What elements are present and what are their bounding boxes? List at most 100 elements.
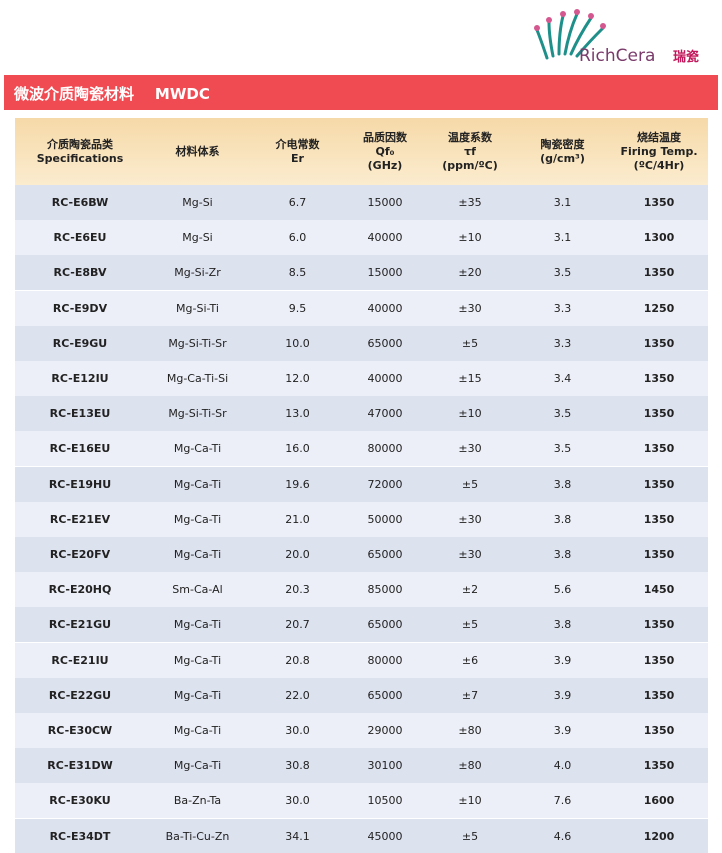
table-cell: 1450	[643, 583, 675, 597]
table-cell: ±30	[458, 548, 482, 561]
table-cell: 3.8	[553, 548, 572, 561]
table-cell: Mg-Si	[182, 196, 213, 209]
table-row: RC-E21GU Mg-Ca-Ti 20.7 65000 ±5 3.8 1350	[15, 607, 708, 643]
header-line: 介电常数	[275, 137, 320, 151]
table-cell: 40000	[367, 301, 403, 315]
table-row: RC-E6BW Mg-Si 6.7 15000 ±35 3.1 1350	[15, 185, 708, 220]
table-cell: ±10	[458, 231, 482, 245]
table-cell: Mg-Si-Ti-Sr	[168, 336, 227, 350]
table-cell: Mg-Ca-Ti	[173, 618, 222, 632]
table-row: RC-E19HU Mg-Ca-Ti 19.6 72000 ±5 3.8 1350	[15, 466, 708, 502]
logo-text: RichCera	[579, 46, 655, 66]
header-line: τf	[464, 144, 476, 158]
table-cell: RC-E20FV	[49, 548, 111, 561]
header-line: Er	[291, 151, 304, 165]
table-cell: RC-E34DT	[49, 829, 111, 843]
table-cell: RC-E31DW	[47, 759, 113, 773]
table-cell: 50000	[367, 512, 403, 526]
table-row: RC-E20FV Mg-Ca-Ti 20.0 65000 ±30 3.8 1350	[15, 537, 708, 572]
table-cell: 65000	[367, 688, 403, 702]
table-cell: 40000	[367, 231, 403, 245]
header-cell: 介电常数 Er	[250, 118, 345, 185]
table-cell: Mg-Ca-Ti-Si	[166, 372, 229, 385]
table-cell: 3.5	[553, 442, 572, 456]
table-cell: Sm-Ca-Al	[172, 583, 223, 597]
table-cell: 8.5	[288, 266, 307, 280]
table-cell: 3.5	[553, 407, 572, 421]
header-cell: 品质因数 Qf₀ (GHz)	[345, 118, 425, 185]
table-row: RC-E8BV Mg-Si-Zr 8.5 15000 ±20 3.5 1350	[15, 255, 708, 291]
table-cell: RC-E21EV	[49, 512, 111, 526]
header-cell: 温度系数 τf (ppm/ºC)	[425, 118, 515, 185]
table-cell: 3.8	[553, 477, 572, 491]
table-cell: ±5	[461, 829, 479, 843]
table-row: RC-E13EU Mg-Si-Ti-Sr 13.0 47000 ±10 3.5 1350	[15, 396, 708, 432]
table-cell: 40000	[367, 372, 403, 385]
table-cell: 30100	[367, 759, 403, 773]
table-cell: Mg-Si-Zr	[174, 266, 221, 280]
table-cell: Mg-Si-Ti	[176, 301, 219, 315]
table-cell: ±2	[461, 583, 479, 597]
table-cell: 3.9	[553, 688, 572, 702]
table-cell: 1350	[643, 759, 675, 773]
table-cell: Ba-Zn-Ta	[173, 794, 222, 808]
table-cell: 1200	[643, 829, 675, 843]
table-cell: 45000	[367, 829, 403, 843]
table-cell: 20.0	[285, 548, 310, 561]
table-cell: 3.1	[553, 196, 572, 209]
banner-title: 微波介质陶瓷材料 MWDC	[14, 85, 210, 103]
table-cell: 20.8	[285, 653, 310, 667]
table-cell: 10500	[367, 794, 403, 808]
table-cell: Mg-Ca-Ti	[173, 759, 222, 773]
table-cell: 3.9	[553, 724, 572, 737]
table-cell: 20.3	[285, 583, 310, 597]
table-cell: RC-E30CW	[47, 724, 113, 737]
table-cell: 7.6	[553, 794, 572, 808]
table-cell: 6.7	[288, 196, 307, 209]
table-cell: Mg-Ca-Ti	[173, 724, 222, 737]
logo: RichCera 瑞瓷	[527, 0, 718, 70]
table-cell: Mg-Ca-Ti	[173, 442, 222, 456]
header-line: 介质陶瓷品类	[47, 137, 113, 151]
table-cell: 80000	[367, 653, 403, 667]
header-line: 温度系数	[448, 130, 492, 144]
header-line: Firing Temp.	[620, 144, 698, 158]
table-cell: 16.0	[285, 442, 310, 456]
table-cell: 3.3	[553, 336, 572, 350]
table-cell: 3.8	[553, 618, 572, 632]
header-cell: 介质陶瓷品类 Specifications	[15, 118, 145, 185]
table-row: RC-E30CW Mg-Ca-Ti 30.0 29000 ±80 3.9 1350	[15, 713, 708, 748]
table-cell: 30.0	[285, 794, 310, 808]
header-cell: 烧结温度 Firing Temp. (ºC/4Hr)	[610, 118, 708, 185]
table-cell: 1350	[643, 336, 675, 350]
table-cell: 20.7	[285, 618, 310, 632]
table-cell: Mg-Si-Ti-Sr	[168, 407, 227, 421]
table-cell: 1350	[643, 407, 675, 421]
table-cell: 72000	[367, 477, 403, 491]
table-cell: Mg-Ca-Ti	[173, 477, 222, 491]
table-cell: Ba-Ti-Cu-Zn	[165, 829, 230, 843]
table-cell: 1300	[643, 231, 675, 245]
table-cell: 30.0	[285, 724, 310, 737]
table-cell: RC-E19HU	[48, 477, 112, 491]
table-cell: RC-E21GU	[48, 618, 112, 632]
table-cell: 4.6	[553, 829, 572, 843]
header-line: (g/cm³)	[540, 151, 585, 165]
table-cell: RC-E13EU	[49, 407, 111, 421]
table-cell: 1350	[643, 548, 675, 561]
table-cell: 1350	[643, 442, 675, 456]
table-cell: ±10	[458, 407, 482, 421]
table-cell: 1350	[643, 724, 675, 737]
table-cell: 3.4	[553, 372, 572, 385]
table-cell: 65000	[367, 548, 403, 561]
header-cell: 陶瓷密度 (g/cm³)	[515, 118, 610, 185]
table-cell: 15000	[367, 196, 403, 209]
table-cell: ±15	[458, 372, 482, 385]
table-row: RC-E22GU Mg-Ca-Ti 22.0 65000 ±7 3.9 1350	[15, 677, 708, 713]
table-cell: RC-E6BW	[51, 196, 109, 209]
header-line: 材料体系	[175, 144, 220, 158]
header-line: 品质因数	[363, 130, 407, 144]
table-cell: 1250	[643, 301, 675, 315]
table-cell: RC-E8BV	[53, 266, 107, 280]
table-row: RC-E16EU Mg-Ca-Ti 16.0 80000 ±30 3.5 1350	[15, 431, 708, 467]
